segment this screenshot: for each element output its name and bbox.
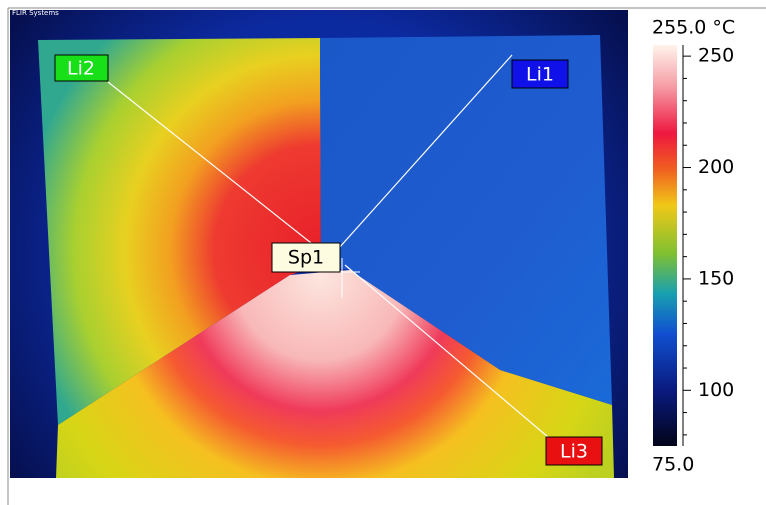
source-label: FLIR Systems <box>12 9 59 17</box>
tick-label: 100 <box>698 379 734 401</box>
tick-label: 200 <box>698 156 734 178</box>
tick-label: 150 <box>698 267 734 289</box>
marker-label: Li2 <box>67 58 95 80</box>
tick-label: 250 <box>698 45 734 67</box>
colorbar <box>653 45 677 446</box>
scale-min: 75.0 <box>652 454 694 476</box>
marker-label: Sp1 <box>288 247 324 269</box>
marker-label: Li1 <box>526 64 554 86</box>
scale-max: 255.0 °C <box>652 17 735 39</box>
screenshot: FLIR Systems Li2 Li1 Li3 Sp1 255.0 °C 75… <box>0 0 766 505</box>
marker-label: Li3 <box>560 441 588 463</box>
